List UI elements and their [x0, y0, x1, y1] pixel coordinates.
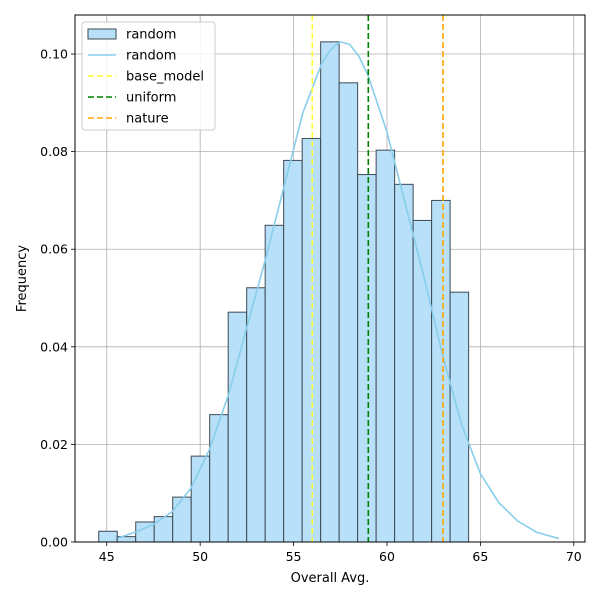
histogram-bar	[301, 137, 322, 543]
x-axis-label: Overall Avg.	[291, 571, 370, 586]
histogram-bar	[338, 82, 359, 543]
kde-line	[117, 40, 560, 540]
y-tick-label: 0.02	[40, 437, 68, 452]
x-tick-label: 65	[472, 549, 488, 564]
y-axis-label: Frequency	[15, 245, 30, 312]
y-tick-label: 0.06	[40, 242, 68, 257]
y-tick-label: 0.00	[40, 535, 68, 550]
histogram-bar	[357, 174, 377, 543]
histogram-bar	[283, 159, 303, 543]
reference-lines	[311, 15, 444, 542]
x-tick-label: 60	[379, 549, 395, 564]
legend-label: uniform	[126, 91, 176, 106]
y-tick-label: 0.10	[40, 47, 68, 62]
histogram-bar	[153, 516, 174, 543]
plot-frame	[74, 14, 586, 543]
histogram-bar	[246, 287, 266, 543]
histogram-bar	[320, 41, 340, 543]
histogram-bar	[209, 414, 229, 543]
histogram-bar	[172, 496, 192, 543]
x-tick-label: 50	[192, 549, 208, 564]
histogram-bar	[394, 183, 414, 543]
kde-curve	[117, 40, 560, 540]
y-tick-label: 0.08	[40, 144, 68, 159]
legend-swatch	[87, 28, 117, 40]
histogram-bar	[375, 149, 396, 543]
legend-box	[81, 21, 216, 131]
histogram-bar	[98, 530, 118, 543]
x-tick-label: 70	[566, 549, 582, 564]
y-axis-ticks: 0.00 0.02 0.04 0.06 0.08 0.10	[40, 47, 75, 550]
legend-label: random	[126, 49, 176, 64]
x-axis-ticks: 45 50 55 60 65 70	[99, 542, 582, 564]
legend-label: base_model	[126, 70, 204, 85]
legend-label: nature	[126, 112, 169, 127]
histogram-bars	[98, 41, 470, 543]
x-tick-label: 45	[99, 549, 115, 564]
legend-label: random	[126, 28, 176, 43]
y-tick-label: 0.04	[40, 339, 68, 354]
histogram-bar	[264, 224, 285, 543]
x-tick-label: 55	[286, 549, 302, 564]
histogram-bar	[227, 311, 248, 543]
